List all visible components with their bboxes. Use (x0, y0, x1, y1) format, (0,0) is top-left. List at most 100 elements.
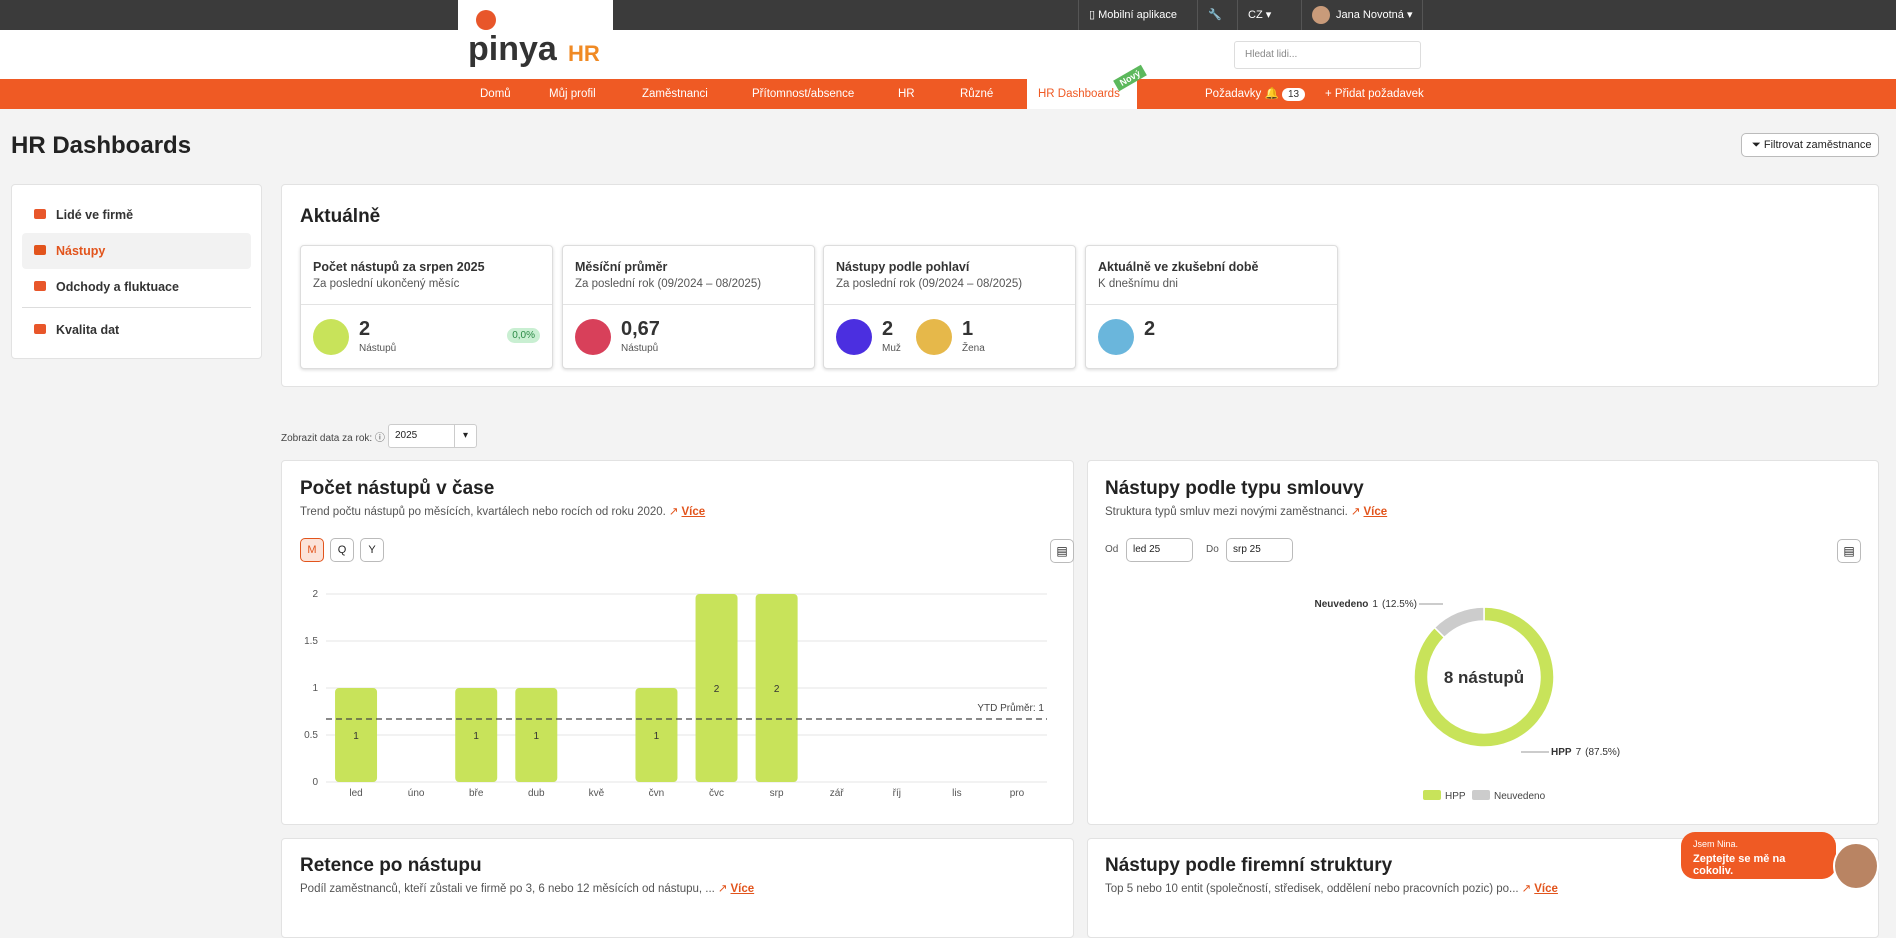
sidebar-icon (34, 324, 46, 334)
kpi-card: Nástupy podle pohlaví Za poslední rok (09… (823, 245, 1076, 369)
link-icon: ↗ (717, 883, 728, 895)
kpi-card: Počet nástupů za srpen 2025 Za poslední u… (300, 245, 553, 369)
legend-swatch (1423, 790, 1441, 800)
link-icon: ↗ (1350, 506, 1361, 518)
filter-label: Filtrovat zaměstnance (1763, 139, 1872, 151)
subtitle-text: Struktura typů smluv mezi novými zaměstn… (1105, 506, 1348, 518)
year-select[interactable]: 2025 ▾ (388, 424, 477, 448)
language-select[interactable]: CZ ▾ (1237, 0, 1281, 30)
card-subtitle: Za poslední rok (09/2024 – 08/2025) (836, 278, 1023, 290)
legend-swatch (1472, 790, 1490, 800)
card-badge: 0,0% (507, 328, 540, 343)
filter-button[interactable]: ⏷ Filtrovat zaměstnance (1741, 133, 1879, 157)
x-tick-label: úno (408, 788, 425, 799)
sidebar-icon (34, 209, 46, 219)
date-input[interactable]: srp 25 (1226, 538, 1293, 562)
legend-label: Neuvedeno (1494, 791, 1546, 802)
year-value: 2025 (395, 430, 418, 441)
nav-bar (0, 79, 1896, 109)
chart-panel-1 (281, 460, 1074, 825)
donut-center-label: 8 nástupů (1444, 668, 1524, 687)
sidebar-label: Odchody a fluktuace (56, 280, 179, 294)
y-tick-label: 0.5 (304, 730, 318, 741)
chat-avatar[interactable] (1833, 842, 1879, 890)
card-divider (1086, 304, 1337, 305)
sidebar-label: Kvalita dat (56, 323, 120, 337)
bar (515, 688, 558, 782)
sidebar-item[interactable]: Nástupy (34, 244, 105, 258)
nav-item[interactable]: HR (898, 88, 915, 100)
current-title: Aktuálně (300, 206, 381, 227)
x-tick-label: bře (469, 788, 484, 799)
y-tick-label: 2 (312, 589, 318, 600)
x-tick-label: čvn (649, 788, 665, 799)
x-tick-label: dub (528, 788, 545, 799)
card-title: Měsíční průměr (575, 260, 668, 274)
bar-label: 1 (473, 731, 479, 742)
logo[interactable]: pinya HR (458, 0, 613, 79)
x-tick-label: čvc (709, 788, 724, 799)
subtitle-text: Top 5 nebo 10 entit (společností, středi… (1105, 883, 1519, 895)
bar (455, 688, 498, 782)
tools-button[interactable]: 🔧 (1197, 0, 1232, 30)
nav-item[interactable]: Můj profil (549, 88, 596, 100)
metric-icon (313, 319, 349, 355)
card-subtitle: Za poslední rok (09/2024 – 08/2025) (575, 278, 762, 290)
metric-label: Žena (962, 343, 985, 354)
legend-label: HPP (1445, 791, 1466, 802)
x-tick-label: říj (893, 788, 901, 799)
card-divider (824, 304, 1075, 305)
period-button[interactable]: M (300, 538, 324, 562)
nav-item[interactable]: Přítomnost/absence (752, 88, 855, 100)
bar (635, 688, 678, 782)
bar-label: 2 (714, 684, 720, 695)
sidebar: Lidé ve firmě Nástupy Odchody a fluktuace K… (11, 184, 262, 359)
more-link[interactable]: Více (1363, 506, 1388, 518)
y-tick-label: 0 (312, 777, 318, 788)
export-button[interactable]: ▤ (1050, 539, 1074, 563)
top-bar (0, 0, 1896, 30)
period-button[interactable]: Q (330, 538, 354, 562)
sidebar-item[interactable]: Lidé ve firmě (34, 208, 133, 222)
mobile-app[interactable]: ▯ Mobilní aplikace (1078, 0, 1187, 30)
metric-icon (836, 319, 872, 355)
sidebar-divider (22, 307, 251, 308)
user-menu[interactable]: Jana Novotná ▾ (1301, 0, 1424, 30)
metric-label: Muž (882, 343, 901, 354)
mobile-app-label: Mobilní aplikace (1098, 9, 1177, 21)
requests-label: Požadavky (1205, 88, 1262, 100)
add-request[interactable]: + Přidat požadavek (1325, 88, 1424, 100)
more-link[interactable]: Více (1534, 883, 1558, 895)
bar (755, 594, 798, 782)
period-button[interactable]: Y (360, 538, 384, 562)
sidebar-item[interactable]: Odchody a fluktuace (34, 280, 179, 294)
bar (335, 688, 378, 782)
slice-percent: (87.5%) (1585, 747, 1620, 758)
nav-item[interactable]: Různé (960, 88, 994, 100)
nav-item[interactable]: HR Dashboards (1038, 88, 1120, 100)
x-tick-label: srp (770, 788, 784, 799)
chat-bubble[interactable]: Jsem Nina. Zeptejte se mě na cokoliv. (1681, 832, 1836, 879)
more-link[interactable]: Více (681, 506, 706, 518)
donut-slice (1413, 606, 1555, 748)
slice-label: HPP 7 (87.5%) (1551, 747, 1620, 758)
metric-label: Nástupů (621, 343, 659, 354)
search-input[interactable]: Hledat lidi... (1234, 41, 1421, 69)
export-button[interactable]: ▤ (1837, 539, 1861, 563)
sidebar-icon (34, 281, 46, 291)
metric-icon (916, 319, 952, 355)
requests[interactable]: Požadavky 🔔 13 (1205, 79, 1306, 109)
card-subtitle: K dnešnímu dni (1098, 278, 1178, 290)
slice-label: Neuvedeno 1 (12.5%) (1315, 599, 1417, 610)
sidebar-item[interactable]: Kvalita dat (34, 323, 119, 337)
nav-item[interactable]: Zaměstnanci (642, 88, 708, 100)
date-input[interactable]: led 25 (1126, 538, 1193, 562)
sidebar-icon (34, 245, 46, 255)
sidebar-label: Lidé ve firmě (56, 208, 134, 222)
nav-item[interactable]: Domů (480, 88, 511, 100)
reference-label: YTD Průměr: 1 (977, 702, 1044, 714)
panel-title: Počet nástupů v čase (300, 478, 495, 499)
sidebar-active (22, 233, 251, 269)
panel-title: Nástupy podle firemní struktury (1105, 855, 1393, 876)
more-link[interactable]: Více (730, 883, 755, 895)
